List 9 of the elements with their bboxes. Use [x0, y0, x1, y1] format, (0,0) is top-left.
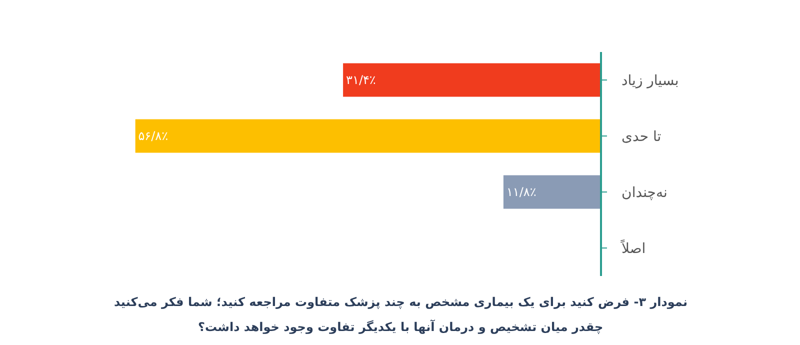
text: نمودار ۳- فرض کنید برای یک بیماری مشخص به چند پزشک متفاوت مراجعه کنید؛ شما فکر می‌کنید: [114, 295, 688, 309]
y-tick-label: بسیار زیاد: [622, 72, 679, 89]
y-tick-label: اصلاً: [620, 238, 646, 257]
text: چقدر میان تشخیص و درمان آنها با یکدیگر تفاوت وجود خواهد داشت؟: [198, 319, 604, 334]
data-label: ۳۱/۴٪: [346, 73, 376, 87]
data-label: ۵۶/۸٪: [138, 129, 168, 143]
y-tick-label: نه‌چندان: [622, 184, 668, 201]
data-label: ۱۱/۸٪: [506, 185, 536, 199]
y-tick-label: تا حدی: [622, 128, 662, 145]
